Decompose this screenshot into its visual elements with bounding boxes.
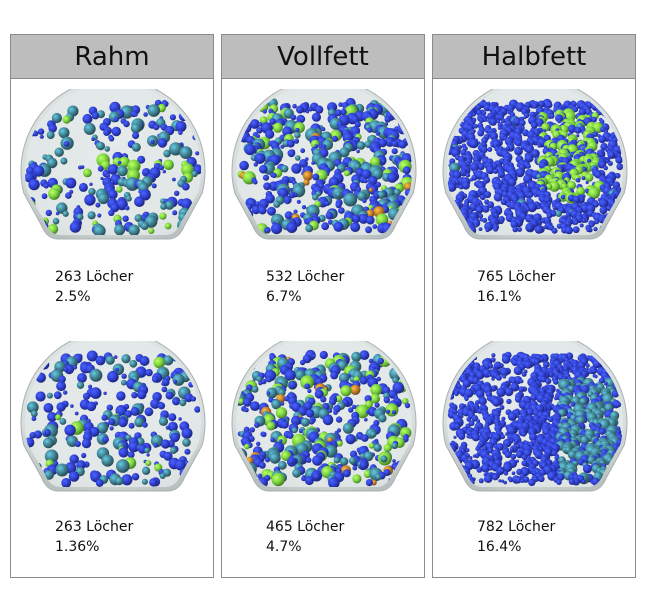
hole-count: 263 Löcher bbox=[55, 269, 134, 285]
cheese-scan-image bbox=[231, 341, 417, 492]
panel-header-rahm: Rahm bbox=[11, 35, 213, 79]
panel-header-vollfett: Vollfett bbox=[222, 35, 424, 79]
cheese-scan-vollfett-2 bbox=[229, 341, 419, 511]
hole-count: 465 Löcher bbox=[266, 519, 345, 535]
hole-count: 532 Löcher bbox=[266, 269, 345, 285]
porosity-percent: 2.5% bbox=[55, 289, 91, 305]
cheese-scan-image bbox=[442, 341, 628, 492]
cheese-scan-rahm-1 bbox=[18, 89, 208, 259]
cheese-scan-halbfett-2 bbox=[440, 341, 630, 511]
panel-vollfett: Vollfett 532 Löcher 6.7% 465 Löcher 4.7% bbox=[221, 34, 425, 578]
caption-halbfett-2: 782 Löcher 16.4% bbox=[477, 517, 555, 557]
hole-count: 782 Löcher bbox=[477, 519, 556, 535]
cheese-scan-vollfett-1 bbox=[229, 89, 419, 259]
porosity-percent: 16.4% bbox=[477, 539, 522, 555]
caption-vollfett-1: 532 Löcher 6.7% bbox=[266, 267, 344, 307]
hole-count: 765 Löcher bbox=[477, 269, 556, 285]
cheese-scan-image bbox=[231, 89, 417, 240]
porosity-percent: 1.36% bbox=[55, 539, 100, 555]
panel-halbfett: Halbfett 765 Löcher 16.1% 782 Löcher 16.… bbox=[432, 34, 636, 578]
caption-rahm-1: 263 Löcher 2.5% bbox=[55, 267, 133, 307]
caption-vollfett-2: 465 Löcher 4.7% bbox=[266, 517, 344, 557]
cheese-scan-rahm-2 bbox=[18, 341, 208, 511]
caption-halbfett-1: 765 Löcher 16.1% bbox=[477, 267, 555, 307]
cheese-scan-image bbox=[20, 341, 206, 492]
caption-rahm-2: 263 Löcher 1.36% bbox=[55, 517, 133, 557]
hole-count: 263 Löcher bbox=[55, 519, 134, 535]
panel-header-halbfett: Halbfett bbox=[433, 35, 635, 79]
cheese-scan-image bbox=[20, 89, 206, 240]
porosity-percent: 4.7% bbox=[266, 539, 302, 555]
porosity-percent: 16.1% bbox=[477, 289, 522, 305]
panel-rahm: Rahm 263 Löcher 2.5% 263 Löcher 1.36% bbox=[10, 34, 214, 578]
porosity-percent: 6.7% bbox=[266, 289, 302, 305]
cheese-scan-halbfett-1 bbox=[440, 89, 630, 259]
cheese-scan-image bbox=[442, 89, 628, 240]
